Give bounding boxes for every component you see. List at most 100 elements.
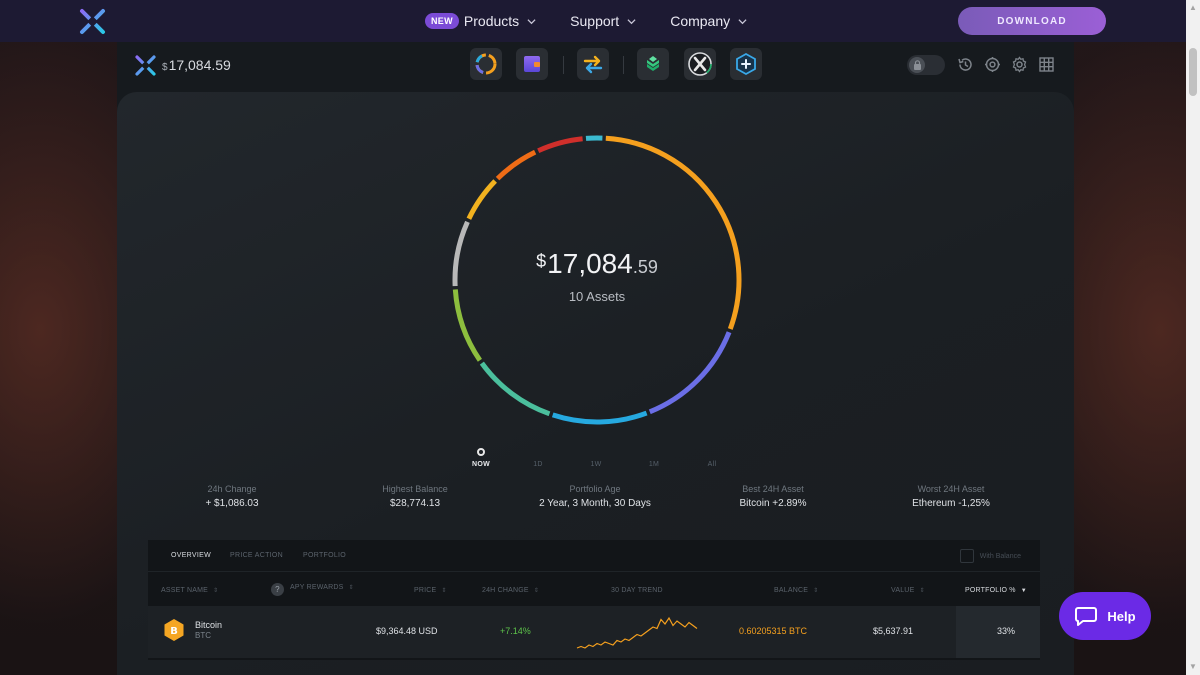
- help-icon[interactable]: ?: [271, 583, 284, 596]
- donut-segment-6[interactable]: [466, 179, 497, 220]
- donut-segment-0[interactable]: [605, 135, 742, 330]
- col-label: 24H CHANGE: [482, 587, 529, 594]
- nav-products-label: Products: [463, 13, 520, 29]
- site-navbar: NEW Products Support Company DOWNLOAD: [0, 0, 1186, 42]
- portfolio-total-dec: .59: [632, 257, 658, 277]
- asset-value: $5,637.91: [873, 626, 914, 636]
- sort-icon: ⇕: [919, 588, 925, 594]
- header-separator: [563, 56, 564, 74]
- time-option-all[interactable]: All: [707, 461, 717, 468]
- donut-segment-5[interactable]: [452, 220, 470, 287]
- portfolio-stats: 24h Change + $1,086.03 Highest Balance $…: [147, 484, 1047, 514]
- scroll-thumb[interactable]: [1189, 48, 1197, 96]
- stat-label: Portfolio Age: [569, 484, 621, 494]
- app-portfolio[interactable]: [469, 48, 503, 94]
- history-icon[interactable]: [957, 56, 974, 73]
- asset-symbol: BTC: [195, 631, 211, 640]
- settings-icon[interactable]: [1011, 56, 1028, 73]
- scroll-up-icon[interactable]: ▲: [1189, 3, 1197, 12]
- sort-desc-icon: ▼: [1020, 588, 1027, 594]
- stat-label: Worst 24H Asset: [917, 484, 985, 494]
- col-portfolio-percent[interactable]: PORTFOLIO % ▼: [965, 587, 1027, 594]
- nav-products[interactable]: NEW Products: [425, 13, 536, 29]
- col-label: VALUE: [891, 587, 915, 594]
- donut-segment-8[interactable]: [537, 136, 583, 154]
- app-compound[interactable]: [637, 48, 669, 80]
- chat-icon: [1075, 607, 1098, 626]
- portfolio-donut: $17,084.59 10 Assets: [447, 130, 747, 430]
- stat-label: Highest Balance: [382, 484, 448, 494]
- asset-price: $9,364.48 USD: [376, 626, 438, 636]
- app-add[interactable]: [730, 48, 762, 80]
- with-balance-checkbox[interactable]: [959, 549, 974, 563]
- table-row[interactable]: B Bitcoin BTC $9,364.48 USD +7.14% 0.602…: [148, 606, 1040, 658]
- tab-overview[interactable]: OVERVIEW: [171, 552, 212, 559]
- asset-portfolio-percent: 33%: [997, 626, 1016, 636]
- grid-icon[interactable]: [1038, 56, 1055, 73]
- donut-segment-4[interactable]: [452, 289, 482, 362]
- tab-portfolio[interactable]: PORTFOLIO: [303, 552, 347, 559]
- header-currency: $: [162, 62, 168, 73]
- sort-icon: ⇕: [213, 588, 219, 594]
- with-balance-label: With Balance: [979, 552, 1021, 560]
- col-value[interactable]: VALUE ⇕: [891, 587, 925, 594]
- col-24h-change[interactable]: 24H CHANGE ⇕: [482, 587, 539, 594]
- lock-icon: [909, 57, 925, 73]
- stat-24h-change: 24h Change + $1,086.03: [147, 484, 317, 509]
- nav-company[interactable]: Company: [670, 13, 747, 29]
- app-xrp[interactable]: [684, 48, 716, 80]
- col-asset-name[interactable]: ASSET NAME ⇕: [161, 587, 218, 594]
- help-label: Help: [1107, 608, 1136, 624]
- stat-value: 2 Year, 3 Month, 30 Days: [539, 498, 651, 509]
- col-price[interactable]: PRICE ⇕: [414, 587, 447, 594]
- stat-highest-balance: Highest Balance $28,774.13: [330, 484, 500, 509]
- app-header: $17,084.59: [117, 42, 1074, 94]
- time-option-1m[interactable]: 1M: [648, 461, 660, 468]
- nav-support[interactable]: Support: [570, 13, 636, 29]
- time-range-selector: NOW 1D 1W 1M All: [456, 445, 736, 475]
- help-button[interactable]: Help: [1059, 592, 1151, 640]
- exodus-logo[interactable]: [79, 8, 106, 35]
- col-label: ASSET NAME: [161, 587, 208, 594]
- stat-value: Bitcoin +2.89%: [739, 498, 807, 509]
- download-button[interactable]: DOWNLOAD: [958, 7, 1106, 35]
- time-option-now[interactable]: NOW: [471, 461, 490, 468]
- backup-icon[interactable]: [984, 56, 1001, 73]
- donut-segment-7[interactable]: [495, 149, 537, 181]
- time-option-1d[interactable]: 1D: [533, 461, 543, 468]
- stat-value: + $1,086.03: [205, 498, 259, 509]
- app-exchange[interactable]: [577, 48, 609, 80]
- stat-label: 24h Change: [207, 484, 257, 494]
- donut-segment-1[interactable]: [648, 331, 732, 415]
- app-wallet[interactable]: [516, 48, 548, 80]
- time-range-marker: [477, 448, 485, 456]
- donut-segment-3[interactable]: [479, 361, 551, 417]
- col-apy-rewards[interactable]: ? APY REWARDS ⇕: [271, 583, 354, 596]
- portfolio-total: $17,084.59: [447, 248, 747, 280]
- sort-icon: ⇕: [441, 588, 447, 594]
- col-balance[interactable]: BALANCE ⇕: [774, 587, 818, 594]
- stat-portfolio-age: Portfolio Age 2 Year, 3 Month, 30 Days: [510, 484, 680, 509]
- asset-24h-change: +7.14%: [500, 626, 531, 636]
- chevron-down-icon: [738, 18, 747, 24]
- page-scrollbar[interactable]: ▲ ▼: [1186, 0, 1200, 675]
- stat-value: Ethereum -1,25%: [912, 498, 990, 509]
- wallet-icon: [524, 56, 540, 72]
- chevron-down-icon: [627, 18, 636, 24]
- sort-icon: ⇕: [533, 588, 539, 594]
- stat-worst-asset: Worst 24H Asset Ethereum -1,25%: [866, 484, 1036, 509]
- chevron-down-icon: [527, 18, 536, 24]
- assets-count: 10 Assets: [568, 289, 626, 304]
- donut-segment-2[interactable]: [551, 410, 648, 425]
- trend-sparkline: [576, 616, 698, 649]
- new-badge: NEW: [425, 13, 459, 29]
- sort-icon: ⇕: [348, 585, 354, 591]
- time-option-1w[interactable]: 1W: [590, 461, 602, 468]
- tab-price-action[interactable]: PRICE ACTION: [230, 552, 283, 559]
- scroll-down-icon[interactable]: ▼: [1189, 662, 1197, 671]
- exchange-icon: [583, 55, 603, 74]
- portfolio-currency: $: [536, 251, 547, 271]
- lock-toggle[interactable]: [907, 55, 945, 75]
- wallet-app-window: $17,084.59: [117, 42, 1074, 675]
- with-balance-filter[interactable]: With Balance: [959, 549, 1021, 563]
